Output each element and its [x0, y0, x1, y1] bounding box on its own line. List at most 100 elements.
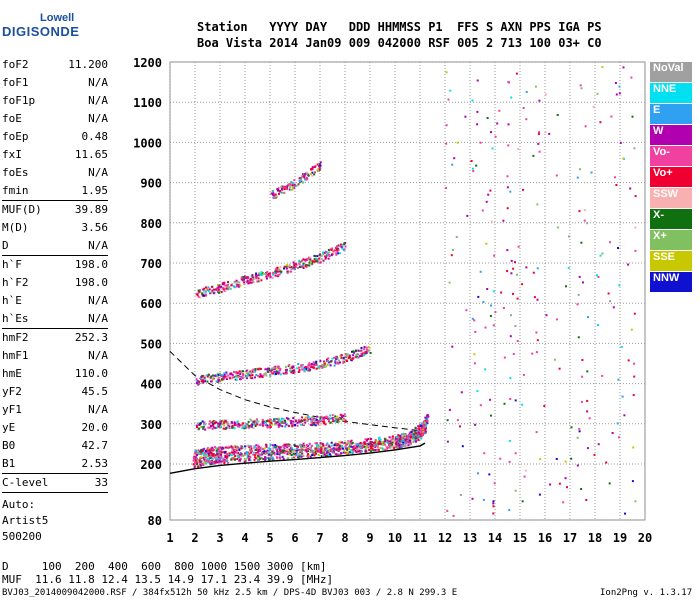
echo-dot [300, 455, 303, 458]
echo-dot [193, 455, 196, 458]
echo-dot [323, 420, 326, 423]
echo-dot [424, 429, 427, 431]
echo-dot [245, 451, 248, 454]
echo-dot [224, 456, 227, 459]
echo-dot [285, 267, 288, 270]
echo-dot [194, 459, 197, 462]
echo-dot [288, 366, 291, 369]
echo-dot [301, 416, 303, 419]
echo-dot [254, 370, 257, 373]
echo-dot [383, 443, 386, 446]
echo-dot [327, 357, 330, 360]
echo-dot [349, 440, 352, 443]
noise-dot [449, 89, 452, 92]
echo-dot [282, 420, 285, 423]
echo-dot [238, 285, 241, 288]
echo-dot [365, 346, 368, 349]
echo-dot [244, 445, 246, 448]
echo-dot [263, 458, 266, 461]
echo-dot [250, 372, 253, 374]
noise-dot [471, 317, 474, 320]
echo-dot [293, 451, 296, 453]
echo-dot [325, 365, 328, 367]
noise-dot [471, 99, 474, 102]
noise-dot [568, 235, 570, 238]
echo-dot [386, 439, 389, 442]
echo-dot [198, 460, 201, 463]
echo-dot [364, 447, 367, 450]
echo-dot [212, 378, 214, 381]
echo-dot [203, 458, 206, 461]
echo-dot [246, 276, 249, 279]
echo-dot [298, 177, 301, 180]
echo-dot [265, 275, 268, 278]
echo-dot [323, 362, 326, 365]
echo-dot [218, 461, 221, 464]
noise-dot [596, 274, 598, 277]
echo-dot [296, 447, 299, 450]
param-value: 11.200 [68, 58, 108, 71]
echo-dot [361, 445, 364, 448]
echo-dot [342, 248, 345, 251]
echo-dot [229, 372, 232, 375]
echo-dot [322, 444, 325, 447]
echo-dot [299, 178, 302, 181]
echo-dot [281, 419, 284, 422]
echo-dot [200, 451, 203, 454]
echo-dot [198, 289, 201, 292]
param-name: D [2, 239, 9, 252]
echo-dot [404, 438, 407, 441]
echo-dot [344, 451, 347, 454]
echo-dot [278, 453, 281, 456]
echo-dot [218, 422, 221, 425]
echo-dot [311, 416, 314, 419]
echo-dot [231, 450, 234, 452]
echo-dot [324, 365, 327, 368]
echo-dot [205, 286, 207, 289]
echo-dot [271, 448, 274, 451]
echo-dot [231, 373, 234, 376]
echo-dot [201, 374, 204, 377]
echo-dot [287, 425, 290, 427]
noise-dot [593, 453, 596, 456]
echo-dot [393, 447, 396, 450]
echo-dot [239, 457, 242, 460]
echo-dot [347, 440, 350, 443]
echo-dot [276, 365, 279, 368]
echo-dot [296, 184, 299, 187]
echo-dot [290, 447, 293, 450]
echo-dot [258, 448, 260, 451]
echo-dot [334, 420, 337, 423]
echo-dot [275, 195, 277, 198]
echo-dot [269, 375, 272, 377]
echo-dot [262, 452, 265, 455]
echo-dot [257, 459, 260, 461]
echo-dot [202, 376, 205, 379]
echo-dot [270, 453, 273, 456]
echo-dot [196, 454, 198, 456]
echo-dot [297, 445, 299, 448]
echo-dot [279, 369, 282, 372]
echo-dot [359, 442, 362, 444]
echo-dot [211, 448, 214, 451]
noise-dot [482, 301, 485, 303]
echo-dot [201, 292, 204, 295]
echo-dot [343, 355, 346, 358]
echo-dot [339, 243, 342, 246]
noise-dot [492, 290, 495, 293]
echo-dot [326, 454, 329, 457]
echo-dot [285, 423, 288, 426]
echo-dot [311, 450, 314, 453]
echo-dot [296, 367, 299, 370]
echo-dot [211, 421, 214, 424]
echo-dot [301, 368, 304, 371]
echo-dot [318, 166, 321, 169]
echo-dot [252, 451, 255, 454]
echo-dot [329, 360, 332, 363]
echo-dot [193, 457, 196, 460]
echo-dot [328, 445, 331, 448]
echo-dot [289, 183, 292, 186]
echo-dot [356, 443, 359, 446]
echo-dot [195, 450, 198, 453]
param-value: 2.53 [81, 457, 109, 470]
